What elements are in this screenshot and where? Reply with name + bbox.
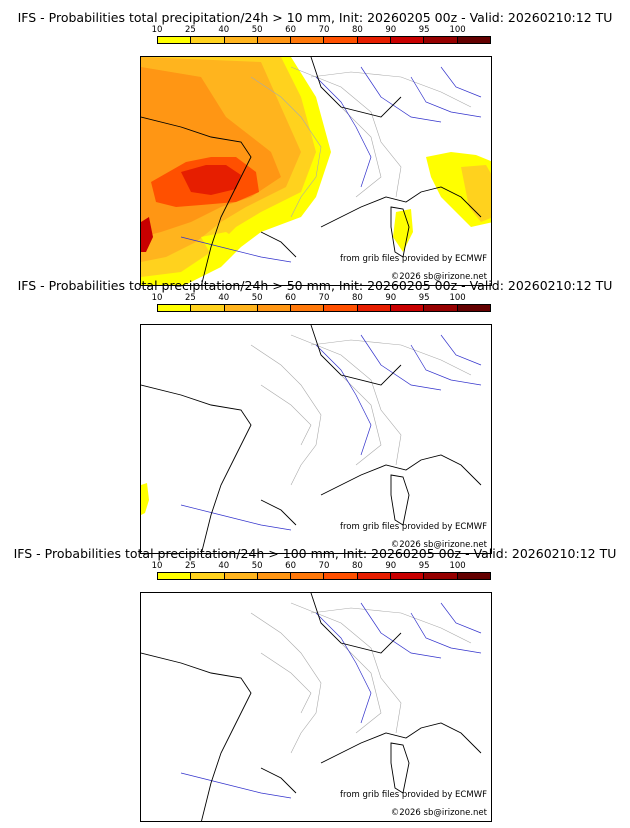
admin-borders: [250, 602, 472, 754]
scale-tick-label: 40: [218, 561, 230, 571]
panel-title: IFS - Probabilities total precipitation/…: [17, 10, 613, 25]
panel-title: IFS - Probabilities total precipitation/…: [17, 278, 613, 293]
scale-swatch: [324, 305, 358, 311]
scale-swatch: [191, 305, 225, 311]
source-credit: from grib files provided by ECMWF: [340, 790, 487, 800]
scale-swatch: [158, 305, 192, 311]
map-panel-100mm: IFS - Probabilities total precipitation/…: [0, 546, 630, 822]
scale-tick-label: 80: [351, 293, 363, 303]
scale-tick-label: 100: [449, 25, 466, 35]
scale-swatch: [391, 573, 425, 579]
coastlines: [141, 325, 482, 553]
probability-color-scale: 10 25 40 50 60 70 80 90 95 100: [152, 561, 491, 586]
scale-swatch: [424, 37, 458, 43]
rivers: [180, 602, 482, 799]
scale-tick-label: 100: [449, 561, 466, 571]
admin-borders: [250, 334, 472, 486]
rivers: [180, 66, 482, 263]
scale-swatch: [324, 573, 358, 579]
scale-swatch: [391, 37, 425, 43]
precip-overlay: [141, 57, 491, 285]
copyright: ©2026 sb@irizone.net: [390, 540, 487, 550]
scale-swatch: [224, 573, 258, 579]
scale-tick-label: 40: [218, 25, 230, 35]
scale-tick-label: 25: [184, 293, 196, 303]
scale-tick-label: 50: [251, 293, 263, 303]
copyright: ©2026 sb@irizone.net: [390, 808, 487, 818]
map-panel-10mm: IFS - Probabilities total precipitation/…: [0, 10, 630, 286]
scale-tick-label: 25: [184, 25, 196, 35]
precipitation-map: [141, 325, 482, 553]
source-credit: from grib files provided by ECMWF: [340, 254, 487, 264]
scale-swatch: [257, 573, 292, 579]
scale-tick-label: 10: [151, 25, 163, 35]
scale-swatch: [357, 37, 392, 43]
admin-borders: [250, 66, 472, 218]
scale-swatch: [257, 305, 292, 311]
scale-tick-label: 90: [385, 25, 397, 35]
scale-swatch: [457, 37, 490, 43]
scale-swatch: [457, 305, 490, 311]
scale-tick-label: 10: [151, 293, 163, 303]
scale-tick-label: 25: [184, 561, 196, 571]
scale-swatch: [391, 305, 425, 311]
scale-tick-label: 90: [385, 293, 397, 303]
scale-tick-label: 60: [285, 561, 297, 571]
map-frame: from grib files provided by ECMWF ©2026 …: [140, 56, 492, 286]
scale-tick-label: 40: [218, 293, 230, 303]
map-panel-50mm: IFS - Probabilities total precipitation/…: [0, 278, 630, 554]
copyright: ©2026 sb@irizone.net: [390, 272, 487, 282]
map-frame: from grib files provided by ECMWF ©2026 …: [140, 592, 492, 822]
source-credit: from grib files provided by ECMWF: [340, 522, 487, 532]
coastlines: [141, 57, 482, 285]
scale-tick-label: 60: [285, 293, 297, 303]
scale-swatch: [191, 573, 225, 579]
probability-color-scale: 10 25 40 50 60 70 80 90 95 100: [152, 25, 491, 50]
scale-swatch: [224, 305, 258, 311]
scale-tick-label: 50: [251, 25, 263, 35]
scale-swatch: [158, 37, 192, 43]
map-frame: from grib files provided by ECMWF ©2026 …: [140, 324, 492, 554]
panel-title: IFS - Probabilities total precipitation/…: [13, 546, 617, 561]
scale-swatch: [357, 573, 392, 579]
scale-tick-label: 95: [418, 25, 430, 35]
scale-tick-label: 100: [449, 293, 466, 303]
scale-tick-label: 70: [318, 25, 330, 35]
precip-overlay: [141, 483, 149, 515]
scale-tick-label: 70: [318, 561, 330, 571]
scale-tick-label: 90: [385, 561, 397, 571]
scale-swatch: [158, 573, 192, 579]
scale-swatch: [291, 573, 325, 579]
scale-tick-label: 80: [351, 561, 363, 571]
scale-swatch: [257, 37, 292, 43]
scale-tick-label: 80: [351, 25, 363, 35]
probability-color-scale: 10 25 40 50 60 70 80 90 95 100: [152, 293, 491, 318]
scale-swatch: [457, 573, 490, 579]
scale-tick-label: 70: [318, 293, 330, 303]
rivers: [180, 334, 482, 531]
scale-swatch: [424, 305, 458, 311]
scale-tick-label: 95: [418, 293, 430, 303]
scale-swatch: [224, 37, 258, 43]
scale-swatch: [357, 305, 392, 311]
scale-tick-label: 60: [285, 25, 297, 35]
scale-swatch: [291, 305, 325, 311]
scale-swatch: [191, 37, 225, 43]
scale-bar: [157, 304, 491, 312]
scale-tick-label: 50: [251, 561, 263, 571]
scale-bar: [157, 36, 491, 44]
scale-bar: [157, 572, 491, 580]
scale-swatch: [291, 37, 325, 43]
scale-swatch: [424, 573, 458, 579]
precipitation-map: [141, 593, 482, 821]
scale-tick-label: 95: [418, 561, 430, 571]
scale-tick-label: 10: [151, 561, 163, 571]
scale-swatch: [324, 37, 358, 43]
coastlines: [141, 593, 482, 821]
precipitation-map: [141, 57, 491, 285]
